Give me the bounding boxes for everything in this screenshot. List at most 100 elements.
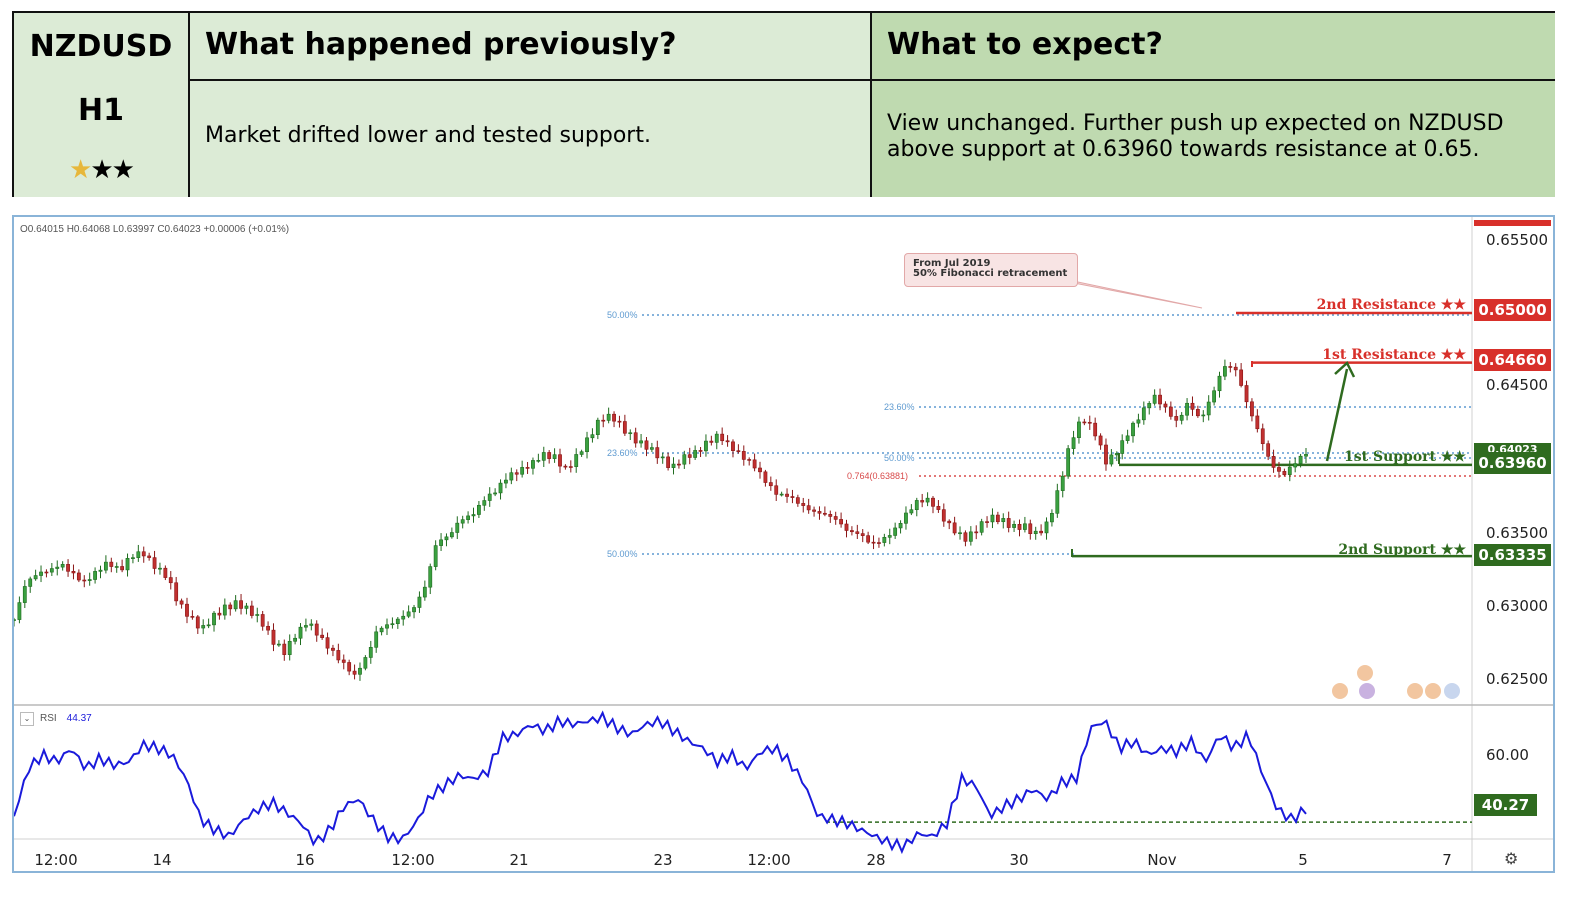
candle xyxy=(714,433,719,443)
timeframe-label: H1 xyxy=(78,93,124,128)
ohlc-readout: O0.64015 H0.64068 L0.63997 C0.64023 +0.0… xyxy=(20,224,290,235)
candle xyxy=(1077,421,1081,438)
event-flag-icon[interactable] xyxy=(1359,683,1375,699)
candle xyxy=(1239,369,1244,386)
candle xyxy=(1066,448,1071,477)
candle xyxy=(255,614,260,616)
candle xyxy=(1131,422,1135,437)
candle xyxy=(249,605,254,616)
candle xyxy=(103,561,108,571)
candle xyxy=(293,637,298,642)
candle xyxy=(741,451,746,460)
event-flag-icon[interactable] xyxy=(1407,683,1423,699)
candle xyxy=(1217,375,1222,392)
price-tick: 0.63500 xyxy=(1486,524,1549,542)
star-empty-icon: ★ xyxy=(90,155,113,185)
candle xyxy=(941,509,946,522)
candle xyxy=(904,512,908,524)
analysis-header: NZDUSD H1 ★★★ What happened previously? … xyxy=(12,11,1555,197)
candle xyxy=(271,629,276,645)
candle xyxy=(1260,428,1265,445)
rsi-tick: 60.00 xyxy=(1486,746,1529,764)
gear-icon[interactable]: ⚙ xyxy=(1504,849,1519,868)
candle xyxy=(168,577,173,584)
price-label-1st-support: 0.63960 xyxy=(1474,452,1551,474)
candle xyxy=(877,542,881,544)
candle xyxy=(536,460,541,462)
candle xyxy=(817,511,822,514)
candle xyxy=(1266,443,1271,457)
event-flag-icon[interactable] xyxy=(1444,683,1460,699)
candle xyxy=(1060,475,1065,491)
time-tick: 12:00 xyxy=(747,851,791,869)
candle xyxy=(304,625,308,628)
candle xyxy=(649,447,654,450)
fib-label: 23.60% xyxy=(884,402,915,412)
candle xyxy=(1136,419,1141,424)
candle xyxy=(1028,523,1033,535)
candle xyxy=(639,440,643,444)
candle xyxy=(725,440,730,443)
candle xyxy=(439,539,443,546)
candle xyxy=(541,452,546,461)
candle xyxy=(66,564,70,572)
candle xyxy=(704,440,708,452)
candle xyxy=(622,421,627,434)
candle xyxy=(1158,394,1162,405)
previous-heading-cell: What happened previously? xyxy=(190,13,872,81)
candle xyxy=(844,523,849,531)
candle xyxy=(276,643,281,646)
candle xyxy=(925,497,930,503)
top-marker xyxy=(1474,220,1551,226)
candle xyxy=(368,647,373,658)
price-tick: 0.65500 xyxy=(1486,231,1549,249)
candle xyxy=(1201,414,1206,417)
candle xyxy=(1082,421,1087,424)
candle xyxy=(1050,512,1054,523)
event-flag-icon[interactable] xyxy=(1357,665,1373,681)
candle xyxy=(1179,414,1184,421)
candle xyxy=(406,611,411,617)
chart-canvas[interactable] xyxy=(14,217,1553,871)
candle xyxy=(1228,366,1233,368)
candle xyxy=(1087,421,1092,424)
candle xyxy=(504,479,508,484)
candle xyxy=(60,564,65,568)
level-name: 1st Resistance ★★ xyxy=(1322,347,1466,363)
annotation-line-1: From Jul 2019 xyxy=(913,258,991,269)
candle xyxy=(1012,523,1016,528)
fib-label: 0.764(0.63881) xyxy=(847,471,909,481)
candle xyxy=(358,667,362,675)
candle xyxy=(828,514,833,517)
candle xyxy=(552,454,557,459)
candle xyxy=(790,496,795,498)
time-tick: 7 xyxy=(1442,851,1452,869)
candle xyxy=(71,571,76,574)
annotation-line-2: 50% Fibonacci retracement xyxy=(913,268,1068,279)
time-tick: 30 xyxy=(1009,851,1029,869)
candle xyxy=(774,485,779,495)
event-flag-icon[interactable] xyxy=(1332,683,1348,699)
candle xyxy=(979,521,984,533)
candle xyxy=(909,509,914,514)
candle xyxy=(147,555,152,558)
candle xyxy=(212,612,216,626)
candle xyxy=(1206,401,1211,416)
candle xyxy=(206,624,211,627)
candle xyxy=(958,532,962,535)
fib-label: 50.00% xyxy=(607,310,638,320)
candle xyxy=(1233,366,1238,371)
candle xyxy=(1141,407,1146,421)
candle xyxy=(487,493,492,501)
collapse-chevron-icon[interactable]: ⌄ xyxy=(20,712,34,726)
candle xyxy=(412,607,416,613)
star-empty-icon: ★ xyxy=(111,155,135,185)
price-chart[interactable]: O0.64015 H0.64068 L0.63997 C0.64023 +0.0… xyxy=(12,215,1555,873)
previous-heading: What happened previously? xyxy=(205,27,677,62)
price-label-2nd-resistance: 0.65000 xyxy=(1474,299,1551,321)
event-flag-icon[interactable] xyxy=(1425,683,1441,699)
candle xyxy=(520,467,525,475)
price-tick: 0.63000 xyxy=(1486,597,1549,615)
candle xyxy=(287,640,292,655)
candle xyxy=(574,454,579,467)
